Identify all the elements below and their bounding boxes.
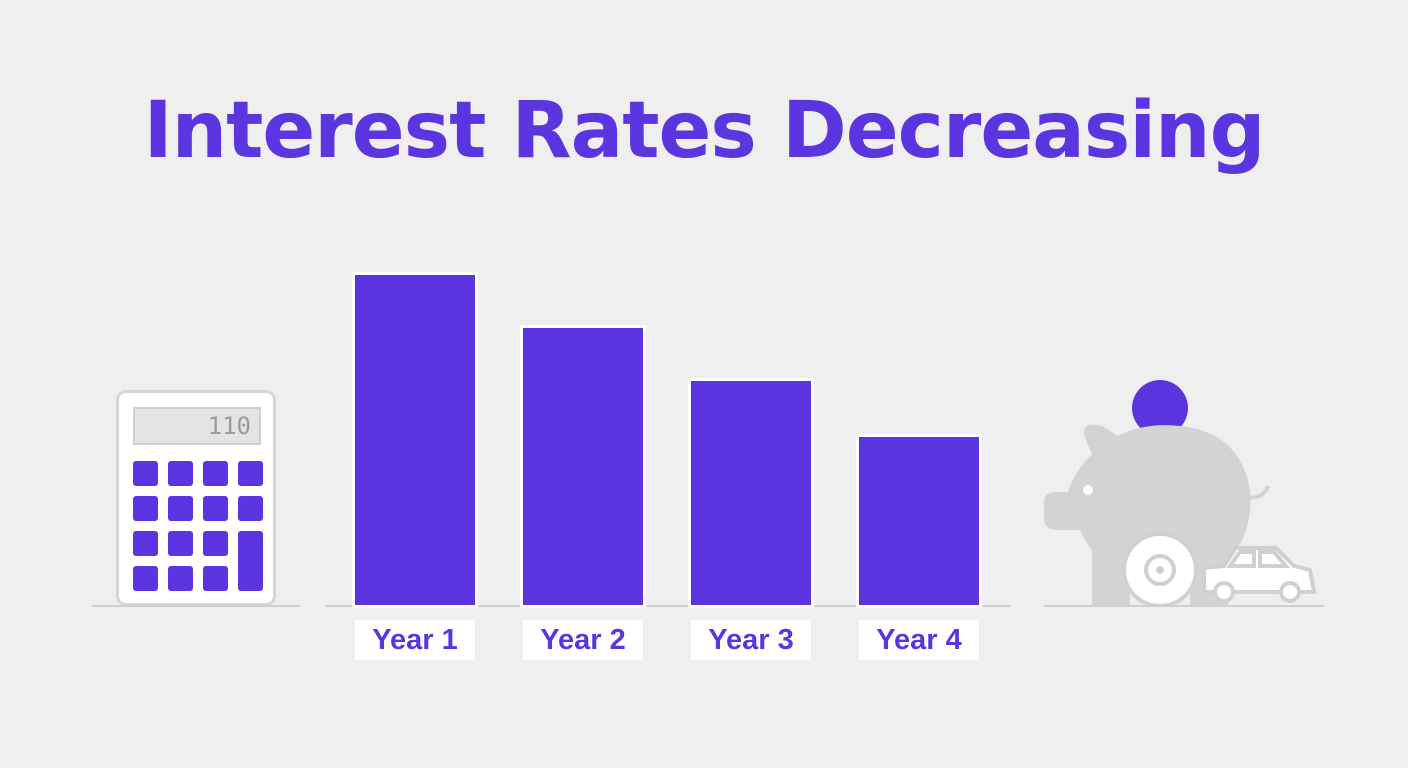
calculator-key xyxy=(238,461,263,486)
bar xyxy=(859,436,979,605)
car-icon xyxy=(1202,546,1317,603)
piggy-bank-icon xyxy=(1044,380,1317,606)
calculator-key xyxy=(133,496,158,521)
calculator-key xyxy=(203,566,228,591)
bar xyxy=(523,327,643,605)
calculator-key xyxy=(168,496,193,521)
calculator-key xyxy=(133,566,158,591)
calculator-key xyxy=(168,461,193,486)
calculator-key xyxy=(133,531,158,556)
chart-baseline xyxy=(325,605,1011,607)
piggy-tail xyxy=(1247,485,1270,500)
x-tick-label: Year 1 xyxy=(355,620,475,660)
calculator-icon: 110 xyxy=(116,390,276,606)
x-tick-label: Year 3 xyxy=(691,620,811,660)
calculator-key xyxy=(238,496,263,521)
baseline-left xyxy=(92,605,300,607)
calculator-display: 110 xyxy=(133,407,261,445)
calculator-key xyxy=(133,461,158,486)
piggy-body xyxy=(1044,424,1251,606)
piggy-eye xyxy=(1083,485,1093,495)
wheel-icon xyxy=(1122,532,1198,606)
calculator-key xyxy=(203,531,228,556)
x-tick-label: Year 2 xyxy=(523,620,643,660)
bar xyxy=(355,275,475,605)
calculator-key xyxy=(203,461,228,486)
calculator-key xyxy=(203,496,228,521)
calculator-key xyxy=(168,566,193,591)
coin-icon xyxy=(1132,380,1188,436)
baseline-right xyxy=(1044,605,1324,607)
calculator-key-tall xyxy=(238,531,263,591)
bar xyxy=(691,380,811,605)
x-tick-label: Year 4 xyxy=(859,620,979,660)
chart-title: Interest Rates Decreasing xyxy=(143,86,1266,176)
calculator-key xyxy=(168,531,193,556)
